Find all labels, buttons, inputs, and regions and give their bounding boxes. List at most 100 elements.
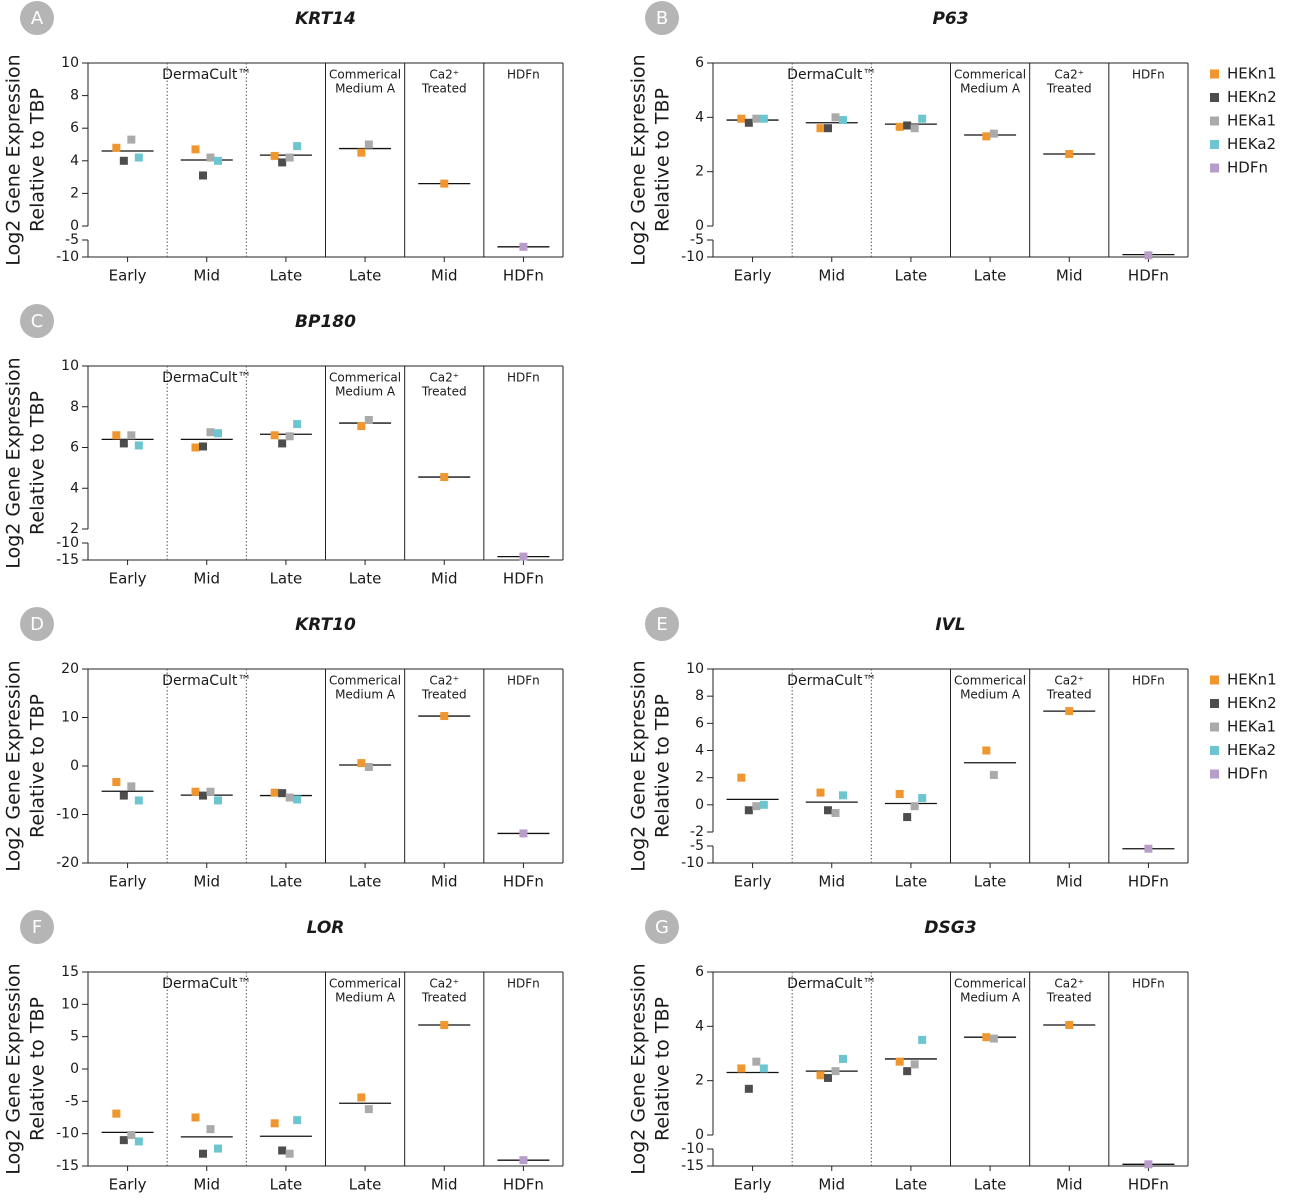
group-label: Ca2⁺: [429, 977, 459, 991]
data-point: [112, 778, 121, 787]
y-tick-label: 0: [70, 1061, 79, 1077]
legend-swatch: [1210, 675, 1219, 685]
y-tick-label: 6: [695, 964, 704, 980]
data-point: [112, 431, 121, 440]
x-tick-label: HDFn: [1128, 1176, 1169, 1194]
data-point: [1144, 251, 1153, 260]
data-point: [839, 116, 847, 125]
x-tick-label: Mid: [1056, 1176, 1083, 1194]
data-point: [127, 1130, 136, 1139]
panel-letter: A: [31, 8, 44, 29]
data-point: [918, 1035, 927, 1044]
y-tick-label: -5: [65, 1093, 79, 1109]
x-tick-label: Mid: [193, 570, 220, 588]
data-point: [895, 789, 904, 798]
data-point: [278, 158, 287, 167]
group-label: Ca2⁺: [1054, 977, 1084, 991]
data-point: [440, 1021, 449, 1030]
y-tick-label: 6: [70, 440, 79, 456]
data-point: [744, 118, 753, 127]
group-label: HDFn: [1132, 977, 1165, 991]
x-tick-label: Late: [895, 873, 928, 891]
x-tick-label: Mid: [1056, 267, 1083, 285]
data-point: [364, 1105, 373, 1114]
data-point: [214, 1144, 222, 1153]
data-point: [918, 114, 927, 123]
data-point: [816, 788, 825, 797]
y-tick-label: 4: [695, 743, 704, 759]
x-tick-label: Late: [974, 873, 1007, 891]
legend-label: HEKn1: [1227, 65, 1277, 83]
group-label: Treated: [421, 991, 467, 1005]
data-point: [119, 791, 128, 800]
legend-swatch: [1210, 699, 1219, 708]
group-label: Medium A: [335, 385, 396, 399]
y-tick-label: -10: [681, 1141, 704, 1157]
panel-badge: [20, 304, 54, 338]
x-tick-label: HDFn: [503, 1176, 544, 1194]
legend-label: HEKn2: [1227, 88, 1277, 106]
y-tick-label: 10: [61, 358, 79, 374]
y-tick-label: 10: [61, 55, 79, 71]
y-axis-label: Relative to TBP: [27, 88, 49, 232]
data-point: [191, 1113, 200, 1122]
panel-title: KRT10: [295, 615, 356, 635]
legend-label: HDFn: [1227, 159, 1268, 177]
group-label: DermaCult™: [787, 976, 876, 992]
y-tick-label: 5: [70, 1029, 79, 1045]
data-point: [440, 179, 449, 188]
y-tick-label: -15: [56, 552, 79, 568]
data-point: [752, 802, 761, 811]
data-point: [752, 1057, 761, 1066]
y-tick-label: 20: [61, 661, 79, 677]
panel-letter: C: [31, 311, 44, 332]
group-label: Ca2⁺: [429, 371, 459, 385]
data-point: [214, 156, 222, 165]
data-point: [285, 153, 294, 162]
data-point: [134, 796, 143, 805]
x-tick-label: Early: [109, 570, 147, 588]
group-label: Commerical: [329, 371, 401, 385]
data-point: [1065, 707, 1074, 716]
legend-swatch: [1210, 769, 1219, 779]
data-point: [519, 242, 528, 251]
x-tick-label: Late: [974, 267, 1007, 285]
group-label: Commerical: [954, 977, 1026, 991]
panel: G DSG3 Log2 Gene Expression Relative to TBP…: [628, 910, 1189, 1194]
x-tick-label: Early: [734, 1176, 772, 1194]
x-tick-label: Late: [895, 1176, 928, 1194]
data-point: [270, 788, 279, 797]
data-point: [285, 793, 294, 802]
x-tick-label: Mid: [431, 1176, 458, 1194]
y-axis-label: Log2 Gene Expression: [3, 54, 25, 265]
group-label: HDFn: [1132, 68, 1165, 82]
group-label: DermaCult™: [162, 976, 251, 992]
data-point: [214, 796, 222, 805]
panel-letter: G: [655, 917, 669, 938]
data-point: [989, 770, 998, 779]
data-point: [1065, 150, 1074, 159]
data-point: [206, 1125, 215, 1134]
y-tick-label: -15: [56, 1158, 79, 1174]
panel-badge: [645, 607, 679, 641]
legend-label: HEKa2: [1227, 741, 1276, 759]
data-point: [759, 1064, 768, 1073]
data-point: [1144, 844, 1153, 853]
data-point: [199, 442, 207, 451]
x-tick-label: Early: [734, 873, 772, 891]
data-point: [191, 443, 200, 452]
panel-title: BP180: [295, 312, 356, 332]
group-label: HDFn: [507, 674, 540, 688]
data-point: [895, 122, 904, 131]
legend-label: HEKa2: [1227, 135, 1276, 153]
data-point: [519, 552, 528, 561]
y-axis-label: Relative to TBP: [652, 694, 674, 838]
group-label: DermaCult™: [162, 673, 251, 689]
panel-badge: [20, 607, 54, 641]
data-point: [206, 428, 215, 437]
x-tick-label: Mid: [431, 570, 458, 588]
data-point: [364, 762, 373, 771]
legend-swatch: [1210, 746, 1219, 755]
data-point: [119, 1136, 128, 1145]
panel-badge: [20, 1, 54, 35]
